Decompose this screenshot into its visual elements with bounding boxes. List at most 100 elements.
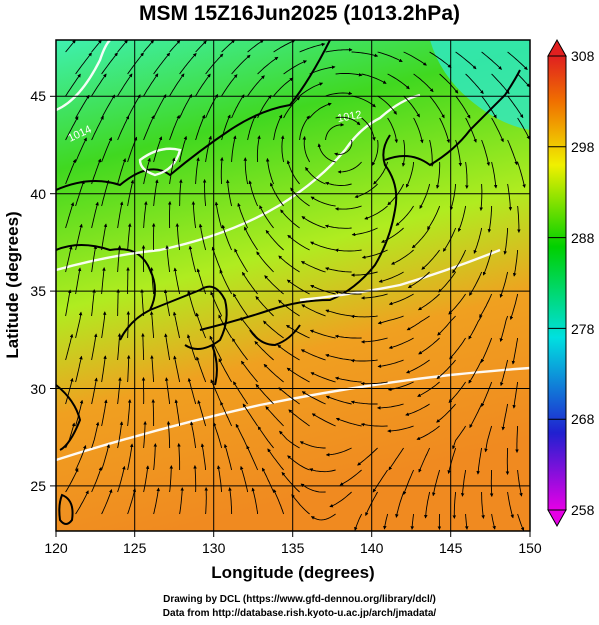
streamline-arrow — [388, 293, 414, 306]
streamline-arrow — [406, 315, 430, 331]
streamline-arrow — [325, 309, 352, 317]
streamline-arrow — [517, 513, 525, 531]
streamline-arrow — [455, 51, 477, 70]
streamline-arrow — [149, 267, 155, 295]
streamline-arrow — [101, 399, 108, 427]
streamline-arrow — [377, 359, 404, 368]
streamline-arrow — [237, 202, 249, 229]
streamline-arrow — [153, 94, 167, 119]
streamline-arrow — [65, 116, 79, 141]
streamline-arrow — [482, 249, 493, 276]
streamline-arrow — [439, 117, 451, 144]
streamline-arrow — [197, 400, 207, 427]
streamline-arrow — [143, 115, 155, 141]
streamline-arrow — [377, 51, 403, 63]
streamline-arrow — [334, 334, 362, 339]
streamline-arrow — [481, 51, 502, 70]
streamline-arrow — [225, 179, 233, 207]
streamline-arrow — [489, 469, 494, 497]
isobars — [56, 40, 530, 462]
streamline-arrow — [448, 381, 466, 403]
streamline-arrow — [277, 344, 300, 361]
colorbar-label-258: 258 — [571, 502, 595, 518]
streamline-arrow — [429, 95, 445, 119]
streamline-arrow — [439, 73, 459, 94]
streamline-arrow — [75, 267, 82, 295]
streamline-arrow — [188, 245, 197, 273]
streamline-arrow — [286, 367, 310, 383]
streamline-arrow — [301, 216, 326, 229]
streamline-arrow — [480, 337, 493, 363]
streamline-arrow — [309, 329, 336, 339]
streamline-arrow — [299, 441, 326, 449]
streamline-arrow — [468, 359, 483, 384]
streamline-arrow — [235, 423, 249, 449]
streamline-arrow — [436, 359, 456, 380]
streamline-arrow — [417, 293, 440, 311]
streamline-arrow — [200, 443, 207, 471]
streamline-arrow — [417, 381, 440, 397]
streamline-arrow — [265, 157, 275, 185]
streamline-arrow — [468, 315, 482, 340]
streamline-arrow — [75, 94, 90, 119]
streamline-arrow — [91, 289, 96, 317]
streamline-arrow — [465, 117, 477, 143]
streamline-arrow — [75, 311, 83, 339]
streamline-arrow — [310, 196, 336, 207]
streamline-arrow — [269, 182, 284, 207]
streamline-arrow — [91, 115, 104, 141]
streamline-arrow — [324, 224, 352, 229]
streamline-arrow — [150, 355, 155, 383]
graticule — [56, 40, 530, 531]
streamline-arrow — [351, 51, 379, 58]
x-axis-title: Longitude (degrees) — [211, 563, 374, 582]
streamline-arrow — [165, 245, 171, 273]
streamline-arrow — [395, 491, 405, 518]
streamline-arrow — [221, 114, 231, 141]
streamline-arrow — [91, 158, 102, 185]
streamline-arrow — [335, 72, 363, 77]
streamline-arrow — [403, 469, 415, 496]
streamline-arrow — [407, 271, 430, 288]
streamline-arrow — [395, 205, 414, 226]
colorbar-label-278: 278 — [571, 321, 595, 337]
streamline-arrow — [166, 421, 171, 448]
streamline-arrow — [484, 425, 493, 453]
colorbar-label-288: 288 — [571, 230, 595, 246]
streamlines — [65, 40, 530, 531]
streamline-arrow — [117, 377, 122, 405]
streamline-arrow — [153, 179, 159, 207]
streamline-arrow — [209, 335, 222, 361]
streamline-arrow — [278, 387, 300, 405]
streamline-arrow — [387, 425, 414, 433]
streamline-arrow — [117, 333, 122, 361]
streamline-arrow — [141, 333, 145, 360]
streamline-arrow — [279, 430, 300, 449]
streamline-arrow — [325, 91, 353, 97]
streamline-arrow — [233, 293, 248, 317]
streamline-arrow — [75, 137, 87, 163]
streamline-arrow — [127, 223, 132, 251]
streamline-arrow — [101, 267, 106, 295]
streamline-arrow — [75, 399, 84, 427]
streamline-arrow — [364, 205, 388, 220]
streamline-arrow — [195, 157, 200, 185]
streamline-arrow — [309, 468, 336, 473]
streamline-arrow — [251, 487, 259, 515]
colorbar-label-268: 268 — [571, 411, 595, 427]
streamline-arrow — [205, 93, 219, 119]
streamline-arrow — [256, 135, 261, 163]
streamline-arrow — [449, 337, 466, 360]
streamline-arrow — [421, 249, 440, 270]
streamline-arrow — [517, 161, 526, 188]
streamline-arrow — [143, 201, 148, 229]
streamline-arrow — [219, 269, 232, 295]
streamline-arrow — [242, 403, 258, 427]
streamline-arrow — [361, 293, 388, 300]
streamline-arrow — [501, 403, 509, 431]
streamline-arrow — [280, 135, 285, 163]
y-axis — [50, 95, 56, 487]
streamline-arrow — [143, 157, 151, 185]
streamline-arrow — [256, 251, 274, 273]
streamline-arrow — [186, 334, 197, 361]
